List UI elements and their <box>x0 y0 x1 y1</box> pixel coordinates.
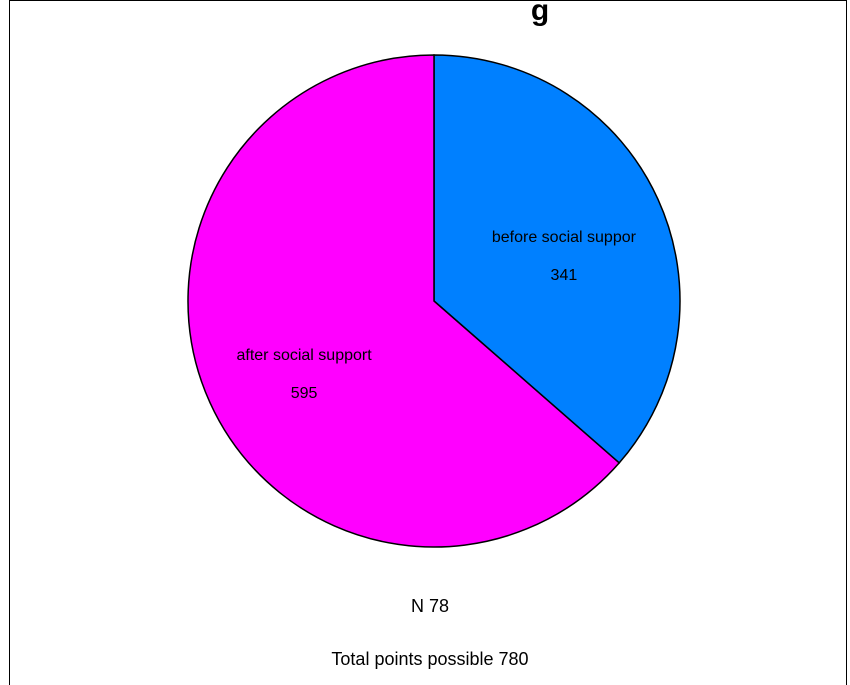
pie-slice-labels: before social suppor 341 after social supp… <box>236 229 636 402</box>
slice-label-1: after social support <box>236 347 372 364</box>
pie-slices <box>187 54 681 548</box>
n-count-note: N 78 <box>411 596 449 616</box>
chart-title: g <box>531 0 549 27</box>
chart-frame <box>9 0 847 685</box>
pie-slice-1 <box>187 54 621 548</box>
total-points-note: Total points possible 780 <box>331 649 528 669</box>
slice-value-1: 595 <box>291 385 318 402</box>
slice-label-0: before social suppor <box>492 229 637 246</box>
pie-slice-0 <box>433 54 681 464</box>
slice-value-0: 341 <box>551 267 578 284</box>
